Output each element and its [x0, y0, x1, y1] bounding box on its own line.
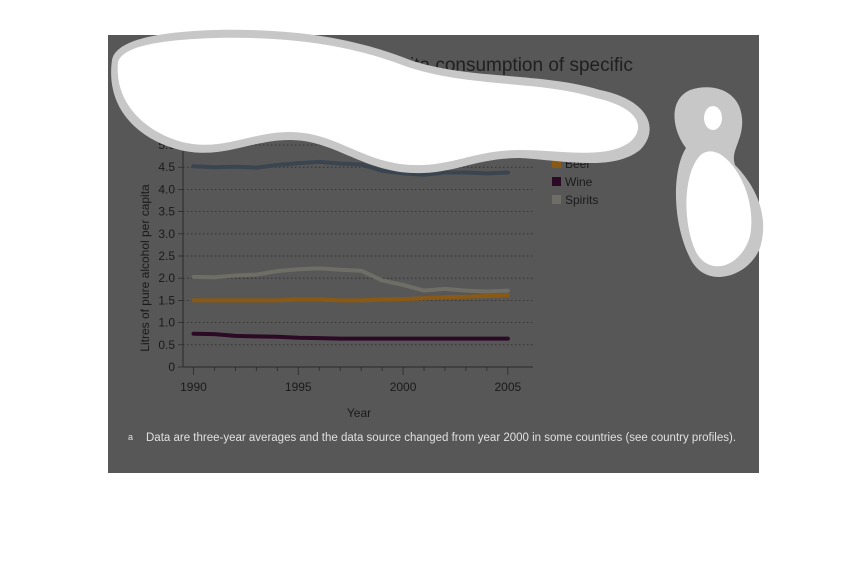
y-tick-label: 2.0 [158, 271, 175, 285]
y-axis-label: Litres of pure alcohol per capita [138, 184, 152, 352]
series-line-total [191, 159, 510, 177]
legend-label-beer: Beer [565, 157, 590, 171]
line-chart: 0 0.5 1.0 1.5 2.0 2.5 3.0 3.5 4.0 4.5 5.0 1990 1995… [138, 138, 598, 420]
y-tick-label: 4.0 [158, 182, 175, 196]
y-tick-label: 5.0 [158, 138, 175, 152]
x-tick-label: 2000 [390, 380, 417, 394]
x-tick-label: 1995 [285, 380, 312, 394]
series-line-wine [191, 331, 510, 341]
legend-swatch-wine [552, 177, 561, 186]
legend: Total Beer Wine Spirits [552, 139, 598, 207]
figure-panel: Figure 4. Recorded adult per capita cons… [108, 35, 759, 473]
legend-label-wine: Wine [565, 175, 593, 189]
y-tick-label: 4.5 [158, 160, 175, 174]
y-tick-label: 1.0 [158, 316, 175, 330]
series-lines [191, 159, 510, 341]
series-line-spirits [191, 266, 510, 294]
y-tick-label: 0.5 [158, 338, 175, 352]
y-tick-label: 0 [168, 360, 175, 374]
x-tick-label: 2005 [494, 380, 521, 394]
y-tick-label: 3.5 [158, 205, 175, 219]
x-axis-label: Year [347, 406, 371, 420]
footnote-mark: a [128, 432, 134, 442]
x-axis-ticks: 1990 1995 2000 2005 [180, 367, 522, 394]
legend-swatch-beer [552, 159, 561, 168]
y-tick-label: 1.5 [158, 293, 175, 307]
y-tick-label: 3.0 [158, 227, 175, 241]
x-tick-label: 1990 [180, 380, 207, 394]
series-line-beer [191, 293, 510, 303]
legend-label-total: Total [565, 139, 590, 153]
legend-swatch-spirits [552, 195, 561, 204]
y-axis-ticks: 0 0.5 1.0 1.5 2.0 2.5 3.0 3.5 4.0 4.5 5.0 [158, 138, 183, 374]
footnote-text: Data are three-year averages and the dat… [146, 432, 737, 444]
y-tick-label: 2.5 [158, 249, 175, 263]
legend-swatch-total [552, 141, 561, 150]
legend-label-spirits: Spirits [565, 193, 598, 207]
footnote: a Data are three-year averages and the da… [128, 432, 748, 444]
